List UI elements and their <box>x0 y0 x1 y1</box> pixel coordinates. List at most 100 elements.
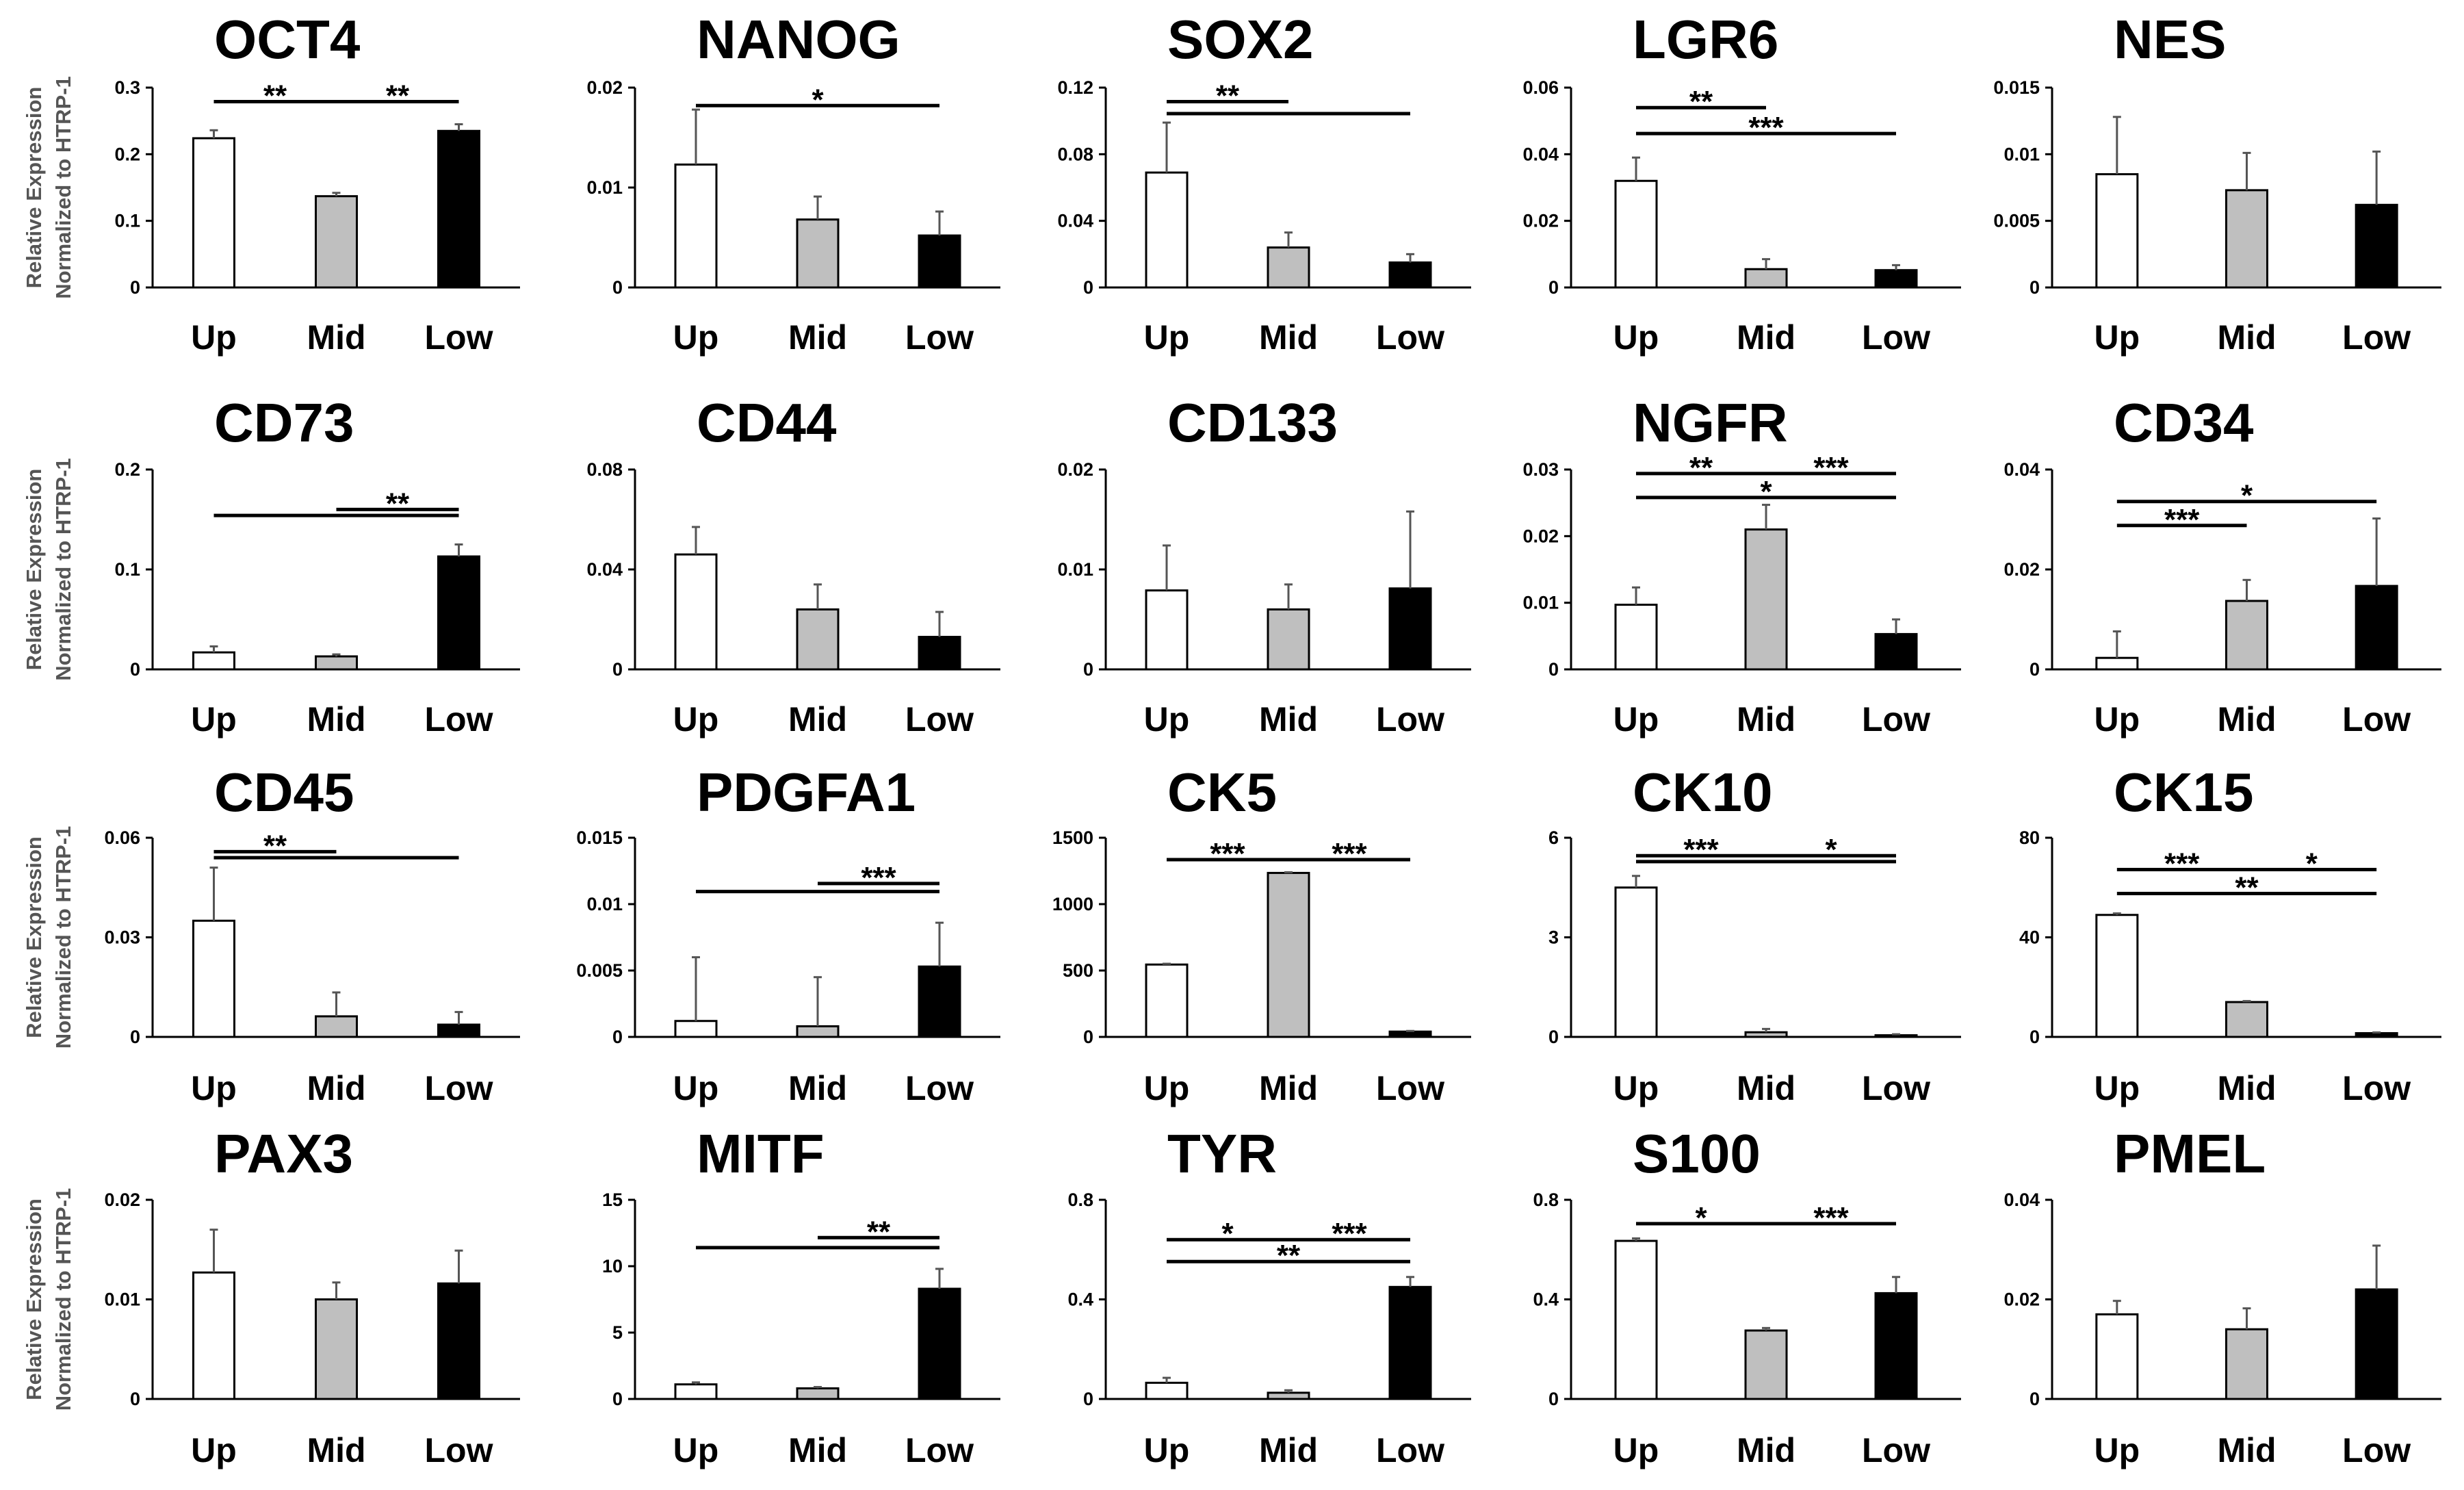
x-tick-label-low: Low <box>905 1069 974 1107</box>
y-tick-label: 0 <box>2029 659 2040 680</box>
bar-up <box>2095 1313 2139 1400</box>
chart-panel-cd73: CD73 0 0.1 0.2 Up Mid Low ** <box>114 392 520 738</box>
y-axis-label-line2: Normalized to HTRP-1 <box>51 1188 75 1411</box>
x-tick-label-low: Low <box>425 318 493 357</box>
y-tick-label: 0.04 <box>2003 459 2040 480</box>
bar-low <box>1388 1285 1432 1400</box>
panel-title: CK15 <box>2114 762 2254 823</box>
x-tick-label-low: Low <box>1862 1431 1930 1469</box>
x-tick-label-mid: Mid <box>788 1069 847 1107</box>
bar-up <box>2095 173 2139 289</box>
significance-label: ** <box>386 79 410 112</box>
y-tick-label: 0 <box>1083 1027 1093 1047</box>
y-tick-label: 0.04 <box>1522 144 1559 164</box>
y-tick-label: 0.02 <box>1522 211 1559 231</box>
y-tick-label: 0 <box>612 1389 623 1409</box>
bar-up <box>1614 886 1658 1038</box>
bar-up <box>192 1271 235 1400</box>
y-axis-label-line1: Relative Expression <box>22 1198 46 1400</box>
x-tick-label-mid: Mid <box>1737 318 1795 357</box>
y-tick-label: 15 <box>602 1190 623 1210</box>
bar-low <box>1388 1030 1432 1038</box>
y-tick-label: 0.015 <box>1993 77 2040 98</box>
significance-label: ** <box>386 487 410 520</box>
x-tick-label-mid: Mid <box>2217 318 2276 357</box>
y-tick-label: 0.01 <box>586 894 623 914</box>
chart-panel-cd133: CD133 0 0.01 0.02 Up Mid Low <box>1057 392 1471 738</box>
y-tick-label: 6 <box>1548 827 1559 848</box>
significance-label: *** <box>1748 111 1784 144</box>
x-tick-label-up: Up <box>2095 1431 2140 1469</box>
x-tick-label-up: Up <box>1613 1069 1659 1107</box>
y-tick-label: 0 <box>1548 1389 1559 1409</box>
x-tick-label-up: Up <box>673 1069 719 1107</box>
panel-title: OCT4 <box>214 9 361 70</box>
significance-label: *** <box>1332 837 1367 871</box>
x-tick-label-mid: Mid <box>307 318 365 357</box>
y-tick-label: 0.06 <box>1522 77 1559 98</box>
y-axis-label-line1: Relative Expression <box>22 469 46 671</box>
bar-mid <box>1744 1329 1788 1400</box>
x-tick-label-low: Low <box>1376 1431 1444 1469</box>
x-tick-label-low: Low <box>425 1069 493 1107</box>
bar-up <box>2095 656 2139 671</box>
panel-title: LGR6 <box>1633 9 1778 70</box>
y-tick-label: 0 <box>130 1389 140 1409</box>
y-tick-label: 0.08 <box>1057 144 1093 164</box>
x-tick-label-low: Low <box>2342 700 2411 738</box>
y-tick-label: 3 <box>1548 927 1559 948</box>
y-tick-label: 0.005 <box>576 960 623 981</box>
y-tick-label: 0.4 <box>1533 1289 1559 1310</box>
bar-low <box>918 234 961 289</box>
bar-mid <box>1744 268 1788 289</box>
x-tick-label-up: Up <box>673 318 719 357</box>
panel-title: S100 <box>1633 1123 1761 1184</box>
y-tick-label: 0 <box>2029 1389 2040 1409</box>
y-axis-label-line1: Relative Expression <box>22 836 46 1038</box>
x-tick-label-up: Up <box>1613 700 1659 738</box>
bar-mid <box>1267 246 1310 289</box>
x-tick-label-up: Up <box>1144 1431 1190 1469</box>
panel-title: SOX2 <box>1167 9 1313 70</box>
y-tick-label: 0.005 <box>1993 211 2040 231</box>
bar-mid <box>1267 1391 1310 1400</box>
bar-up <box>1614 1239 1658 1400</box>
bar-up <box>192 919 235 1038</box>
y-tick-label: 0.1 <box>114 559 140 580</box>
bar-up <box>1614 604 1658 671</box>
significance-label: ** <box>1689 451 1713 485</box>
y-tick-label: 0.02 <box>2003 559 2040 580</box>
y-tick-label: 0 <box>2029 277 2040 298</box>
y-tick-label: 0.08 <box>586 459 623 480</box>
bar-low <box>1874 1034 1918 1038</box>
bar-up <box>192 137 235 289</box>
bar-low <box>918 965 961 1038</box>
bar-low <box>437 555 480 671</box>
bar-up <box>1145 589 1189 671</box>
panel-title: NGFR <box>1633 392 1788 453</box>
bar-mid <box>2225 1328 2268 1400</box>
y-tick-label: 0.12 <box>1057 77 1093 98</box>
x-tick-label-mid: Mid <box>788 318 847 357</box>
bar-mid <box>2225 189 2268 289</box>
y-tick-label: 0 <box>612 659 623 680</box>
chart-panel-nanog: NANOG 0 0.01 0.02 Up Mid Low * <box>586 9 1000 357</box>
bar-up <box>1145 171 1189 289</box>
bar-up <box>1614 179 1658 289</box>
bar-up <box>674 553 718 671</box>
x-tick-label-up: Up <box>191 700 237 738</box>
bar-low <box>1874 632 1918 671</box>
y-tick-label: 0 <box>1548 277 1559 298</box>
significance-label: ** <box>1277 1239 1301 1272</box>
y-tick-label: 0.01 <box>1522 593 1559 613</box>
significance-label: *** <box>2164 847 2200 881</box>
panel-title: CD45 <box>214 762 354 823</box>
x-tick-label-up: Up <box>673 1431 719 1469</box>
significance-label: * <box>1695 1201 1707 1235</box>
y-tick-label: 0.04 <box>2003 1190 2040 1210</box>
significance-label: * <box>2306 847 2318 881</box>
significance-label: * <box>1221 1217 1234 1250</box>
